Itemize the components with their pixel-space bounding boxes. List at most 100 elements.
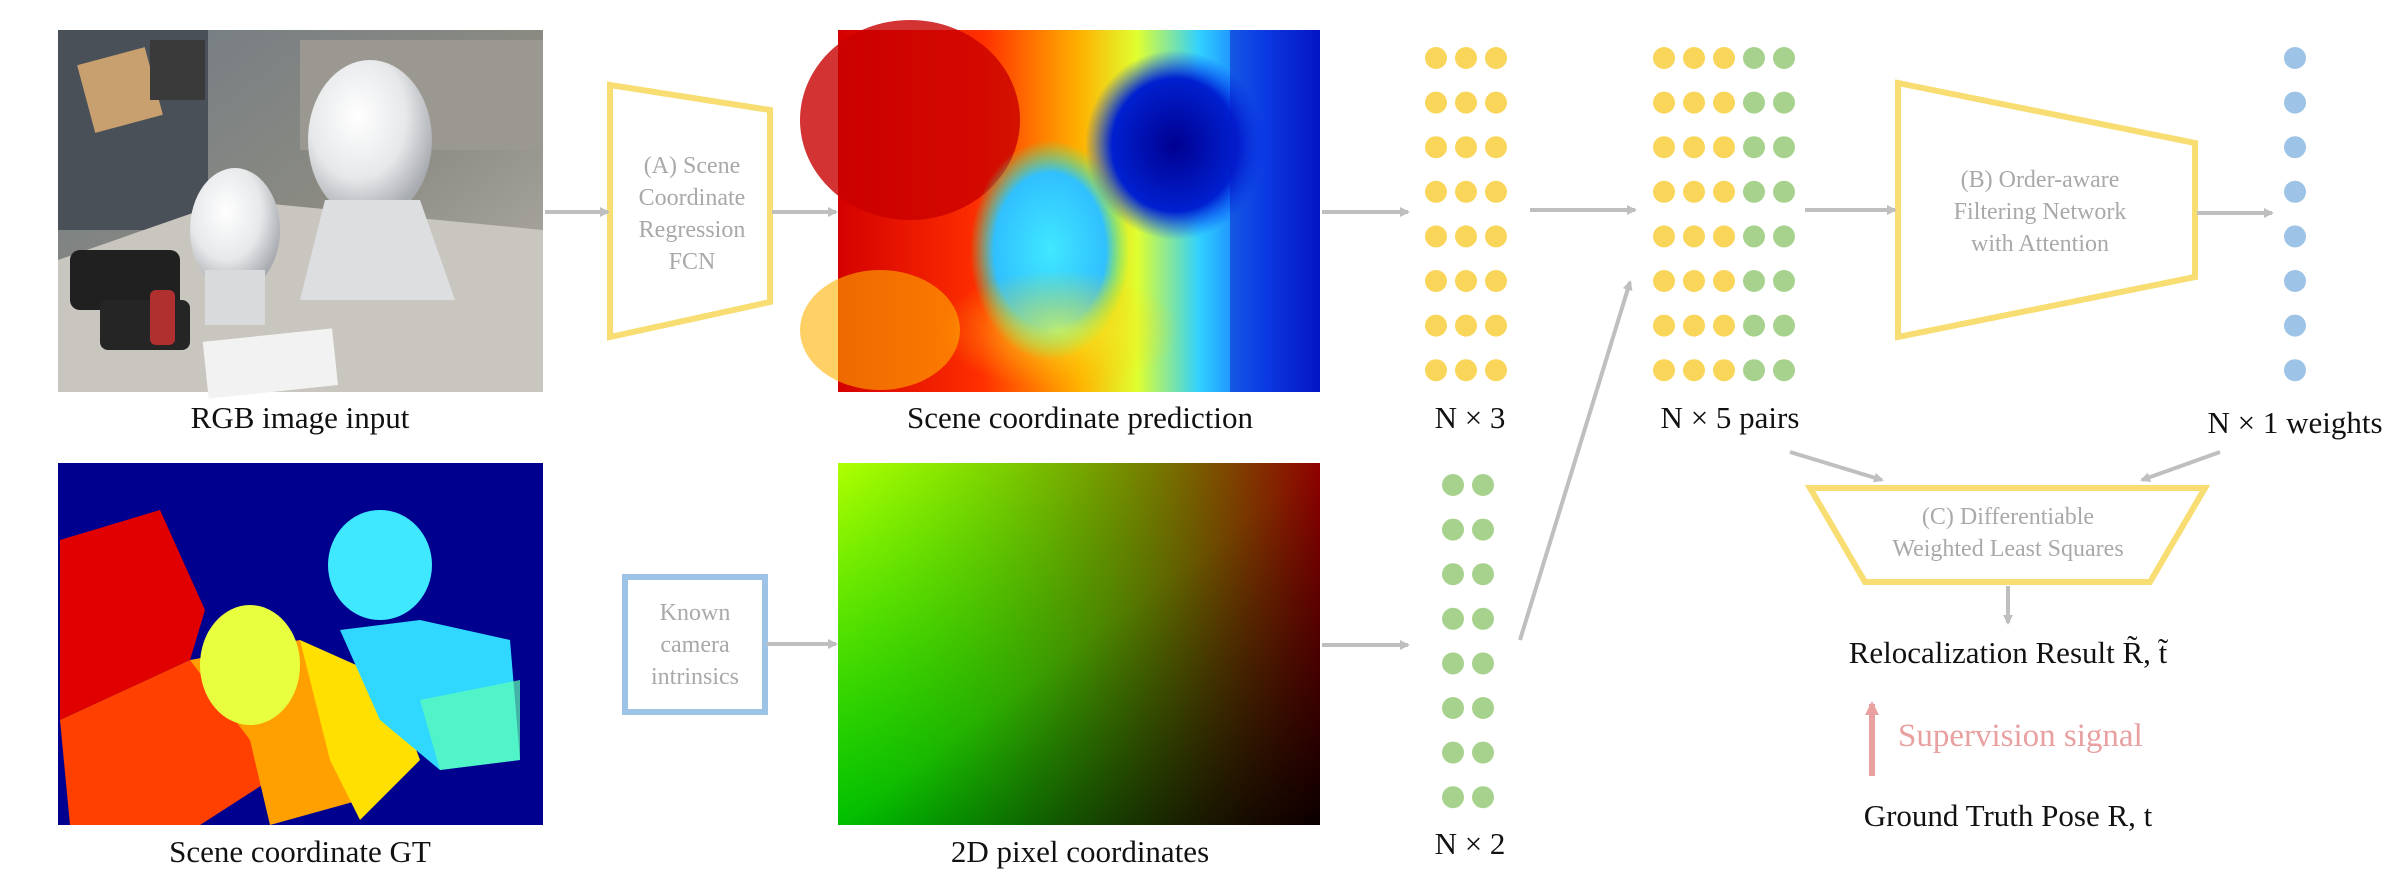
n2-dot xyxy=(1472,563,1494,586)
n5-dot xyxy=(1743,359,1765,382)
n1-dot xyxy=(2284,359,2306,382)
caption-n2: N × 2 xyxy=(1434,826,1506,861)
n3-dot xyxy=(1425,91,1447,114)
n5-dot xyxy=(1773,91,1795,114)
n3-dot xyxy=(1455,359,1477,382)
n5-dot xyxy=(1773,225,1795,248)
n3-dot xyxy=(1485,225,1507,248)
n1-dot xyxy=(2284,270,2306,292)
caption-gt-pose: Ground Truth Pose R, t xyxy=(1863,798,2153,833)
n3-dot xyxy=(1455,225,1477,248)
n3-dot xyxy=(1485,91,1507,114)
n5-dot xyxy=(1683,136,1705,159)
n2-dot xyxy=(1472,652,1494,675)
caption-result: Relocalization Result R̃, t̃ xyxy=(1848,635,2168,670)
n2-dot xyxy=(1442,741,1464,764)
n5-dot xyxy=(1653,47,1675,69)
n3-dot xyxy=(1425,359,1447,382)
n5-dot xyxy=(1683,270,1705,292)
n2-dot xyxy=(1472,741,1494,764)
n5-dot xyxy=(1773,314,1795,337)
n3-dot xyxy=(1455,91,1477,114)
n5-dot xyxy=(1683,314,1705,337)
n5-dot xyxy=(1713,91,1735,114)
n5-dot xyxy=(1773,47,1795,69)
n2-dot xyxy=(1442,652,1464,675)
caption-pixel-coords: 2D pixel coordinates xyxy=(950,834,1210,869)
n3-dot xyxy=(1455,136,1477,159)
n2-dot xyxy=(1472,697,1494,719)
caption-scene-prediction: Scene coordinate prediction xyxy=(906,400,1254,435)
n3-dot xyxy=(1485,180,1507,203)
n5-dot xyxy=(1713,136,1735,159)
scene-coordinate-prediction-image xyxy=(800,20,1320,392)
n5-dot xyxy=(1773,359,1795,382)
n3-dot xyxy=(1455,47,1477,69)
caption-rgb-input: RGB image input xyxy=(190,400,410,435)
n5-dot xyxy=(1653,270,1675,292)
n3-dot xyxy=(1455,270,1477,292)
n5-dot xyxy=(1683,225,1705,248)
n3-dot xyxy=(1485,136,1507,159)
n5-dot xyxy=(1743,180,1765,203)
n5-dot xyxy=(1653,314,1675,337)
n5-dot xyxy=(1773,180,1795,203)
n5-dot xyxy=(1713,47,1735,69)
n5-dot xyxy=(1713,359,1735,382)
n3-dot xyxy=(1485,314,1507,337)
n3-dot xyxy=(1485,47,1507,69)
n3-dot xyxy=(1425,270,1447,292)
camera-intrinsics-box xyxy=(622,574,768,715)
n2-dot xyxy=(1442,607,1464,630)
n5-dot xyxy=(1713,180,1735,203)
n3-dot xyxy=(1425,225,1447,248)
n1-dot xyxy=(2284,91,2306,114)
caption-n5: N × 5 pairs xyxy=(1660,400,1800,435)
module-b-filtering-network xyxy=(1895,79,2198,341)
n5-dot xyxy=(1743,136,1765,159)
arrow-n2-to-n5 xyxy=(1518,280,1633,641)
n5-dot xyxy=(1743,270,1765,292)
n5-dot xyxy=(1713,314,1735,337)
arrows xyxy=(545,205,2274,650)
n3-dot xyxy=(1425,180,1447,203)
n1-dot xyxy=(2284,136,2306,159)
dot-columns xyxy=(1425,47,2306,809)
n2-dot xyxy=(1442,563,1464,586)
n5-dot xyxy=(1743,314,1765,337)
n5-dot xyxy=(1773,270,1795,292)
n1-dot xyxy=(2284,180,2306,203)
n5-dot xyxy=(1743,225,1765,248)
n5-dot xyxy=(1743,47,1765,69)
rgb-image-input xyxy=(58,30,543,399)
n3-dot xyxy=(1485,359,1507,382)
supervision-signal-label: Supervision signal xyxy=(1898,718,2143,754)
arrow-n5-to-c xyxy=(1789,450,1884,483)
camera-intrinsics-label: Known camera intrinsics xyxy=(651,600,739,690)
n3-dot xyxy=(1425,47,1447,69)
n3-dot xyxy=(1425,136,1447,159)
n3-dot xyxy=(1455,314,1477,337)
n2-dot xyxy=(1472,474,1494,496)
n5-dot xyxy=(1653,91,1675,114)
n5-dot xyxy=(1683,91,1705,114)
n1-dot xyxy=(2284,225,2306,248)
n2-dot xyxy=(1442,474,1464,496)
n5-dot xyxy=(1683,180,1705,203)
arrow-weights-to-c xyxy=(2140,450,2221,483)
module-a-scene-coordinate-regression xyxy=(607,81,773,341)
n1-dot xyxy=(2284,47,2306,69)
caption-n3: N × 3 xyxy=(1434,400,1506,435)
module-c-label: (C) Differentiable Weighted Least Square… xyxy=(1892,504,2124,562)
n2-dot xyxy=(1472,518,1494,541)
n3-dot xyxy=(1455,180,1477,203)
n5-dot xyxy=(1713,225,1735,248)
n1-dot xyxy=(2284,314,2306,337)
n2-dot xyxy=(1472,786,1494,809)
caption-n1: N × 1 weights xyxy=(2207,405,2383,440)
n5-dot xyxy=(1713,270,1735,292)
n5-dot xyxy=(1653,225,1675,248)
n5-dot xyxy=(1773,136,1795,159)
caption-scene-gt: Scene coordinate GT xyxy=(169,834,431,869)
n2-dot xyxy=(1472,607,1494,630)
